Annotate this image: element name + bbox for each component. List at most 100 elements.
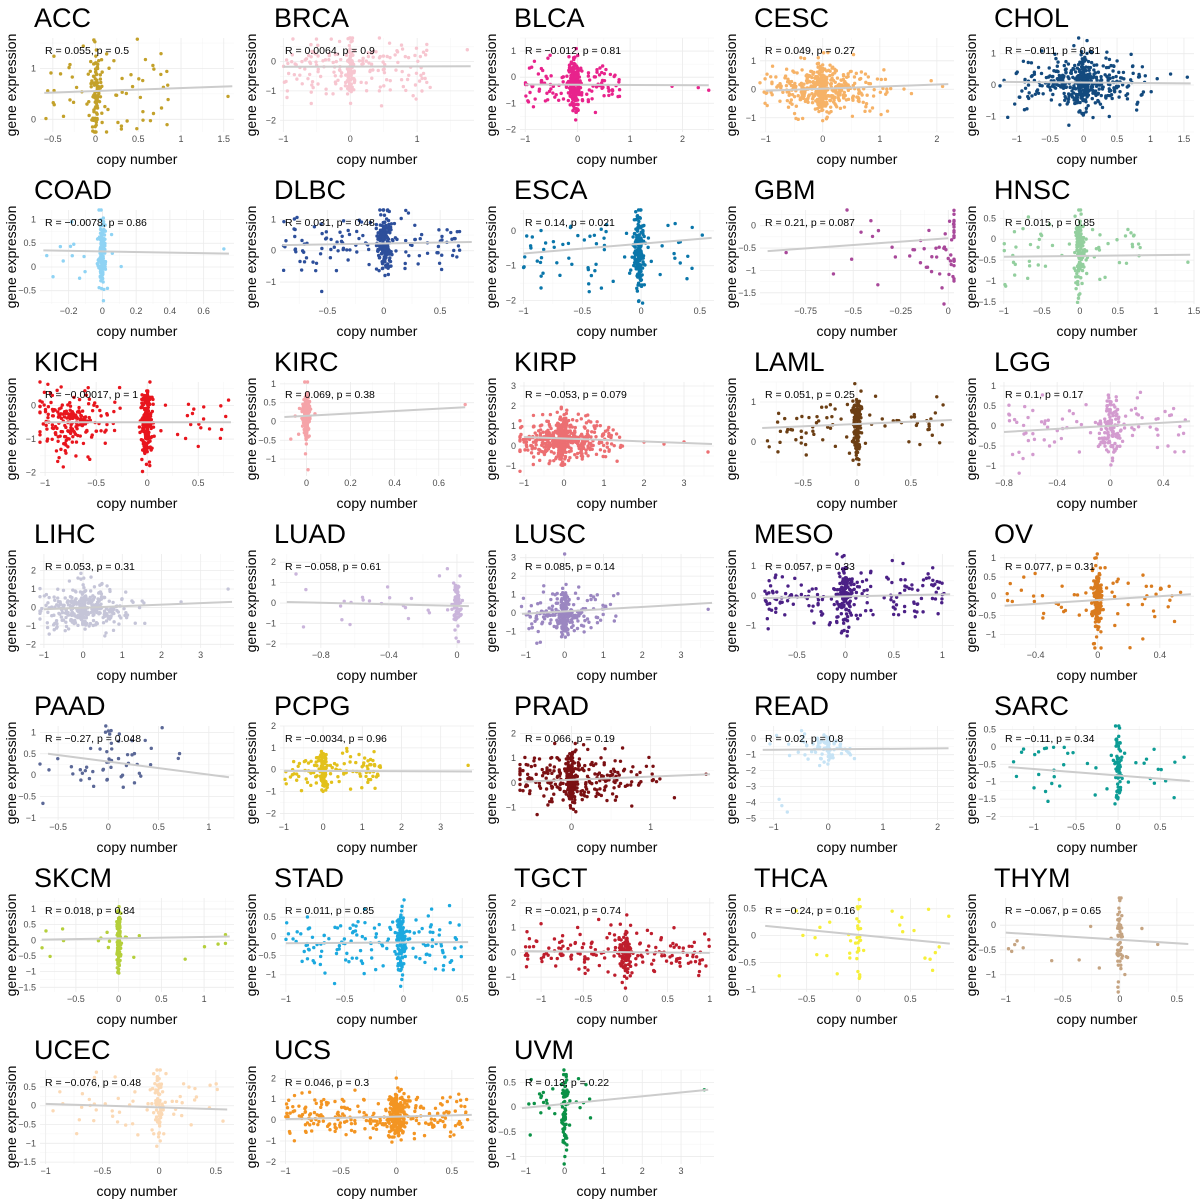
x-tick-label: −1 — [761, 134, 771, 144]
data-point — [881, 86, 885, 91]
data-point — [1073, 214, 1077, 218]
data-point — [101, 299, 106, 303]
data-point — [98, 275, 103, 279]
data-point — [868, 109, 872, 113]
data-point — [56, 410, 60, 414]
data-point — [91, 609, 95, 614]
data-point — [1075, 100, 1080, 105]
data-point — [599, 286, 604, 290]
data-point — [583, 440, 587, 445]
data-point — [40, 606, 44, 611]
data-point — [523, 448, 527, 452]
regression-line — [525, 83, 709, 87]
data-point — [68, 603, 73, 608]
data-point — [388, 55, 392, 60]
data-point — [346, 73, 351, 78]
data-point — [833, 67, 837, 71]
data-point — [336, 78, 340, 83]
data-point — [1087, 68, 1091, 73]
data-point — [1022, 432, 1026, 436]
data-point — [318, 252, 323, 256]
data-point — [1066, 97, 1071, 101]
y-tick-label: −1.5 — [738, 288, 756, 298]
regression-line — [767, 237, 949, 253]
data-point — [90, 408, 95, 413]
data-point — [937, 441, 942, 445]
data-point — [1186, 260, 1190, 264]
data-point — [86, 402, 91, 406]
data-point — [379, 245, 383, 249]
data-point — [404, 250, 408, 254]
data-point — [1066, 92, 1071, 96]
data-point — [1081, 73, 1085, 78]
data-point — [1166, 444, 1170, 448]
data-point — [327, 53, 332, 58]
data-point — [791, 69, 795, 73]
data-point — [952, 259, 956, 263]
data-point — [845, 208, 849, 212]
data-point — [70, 253, 74, 258]
data-point — [58, 434, 62, 438]
data-point — [303, 452, 308, 456]
data-point — [646, 245, 650, 250]
data-point — [649, 259, 653, 264]
data-point — [914, 423, 919, 428]
data-point — [555, 261, 559, 265]
data-point — [1012, 230, 1017, 234]
x-tick-label: 0.5 — [1111, 134, 1124, 144]
data-point — [871, 94, 876, 98]
data-point — [800, 116, 805, 121]
data-point — [413, 83, 418, 87]
data-point — [95, 81, 99, 85]
data-point — [1079, 276, 1083, 280]
data-point — [42, 403, 46, 407]
data-point — [87, 415, 91, 420]
data-point — [439, 267, 444, 272]
x-tick-label: 0.5 — [192, 478, 205, 488]
data-point — [840, 83, 844, 87]
panel-title: LAML — [754, 347, 825, 377]
data-point — [286, 61, 290, 66]
data-point — [598, 66, 602, 70]
data-point — [549, 74, 553, 78]
data-point — [292, 217, 297, 221]
y-tick-label: 0 — [511, 72, 516, 82]
data-point — [632, 263, 636, 268]
data-point — [598, 448, 603, 452]
data-point — [853, 381, 857, 386]
y-axis-title: gene expression — [3, 206, 19, 309]
data-point — [865, 93, 869, 97]
data-point — [622, 255, 627, 259]
data-point — [143, 451, 147, 456]
data-point — [538, 458, 542, 463]
data-point — [536, 72, 541, 76]
y-tick-label: −2 — [266, 639, 276, 649]
data-point — [537, 89, 541, 93]
data-point — [943, 232, 947, 236]
y-axis-title: gene expression — [723, 34, 739, 137]
data-point — [1067, 123, 1071, 127]
regression-line — [282, 240, 472, 247]
data-point — [545, 76, 549, 81]
data-point — [324, 92, 328, 96]
data-point — [918, 442, 922, 447]
data-point — [584, 414, 588, 418]
data-point — [103, 634, 107, 638]
data-point — [802, 56, 807, 61]
data-point — [575, 107, 580, 111]
data-point — [38, 440, 42, 444]
data-point — [531, 105, 536, 109]
data-point — [875, 77, 880, 81]
data-point — [147, 416, 151, 420]
data-point — [95, 261, 100, 266]
data-point — [1067, 409, 1072, 413]
data-point — [1113, 405, 1117, 409]
data-point — [310, 80, 315, 84]
data-point — [50, 423, 55, 427]
data-point — [1078, 223, 1083, 227]
data-point — [1039, 71, 1044, 76]
data-point — [607, 449, 611, 453]
y-tick-label: −1 — [986, 461, 996, 471]
data-point — [81, 44, 85, 48]
